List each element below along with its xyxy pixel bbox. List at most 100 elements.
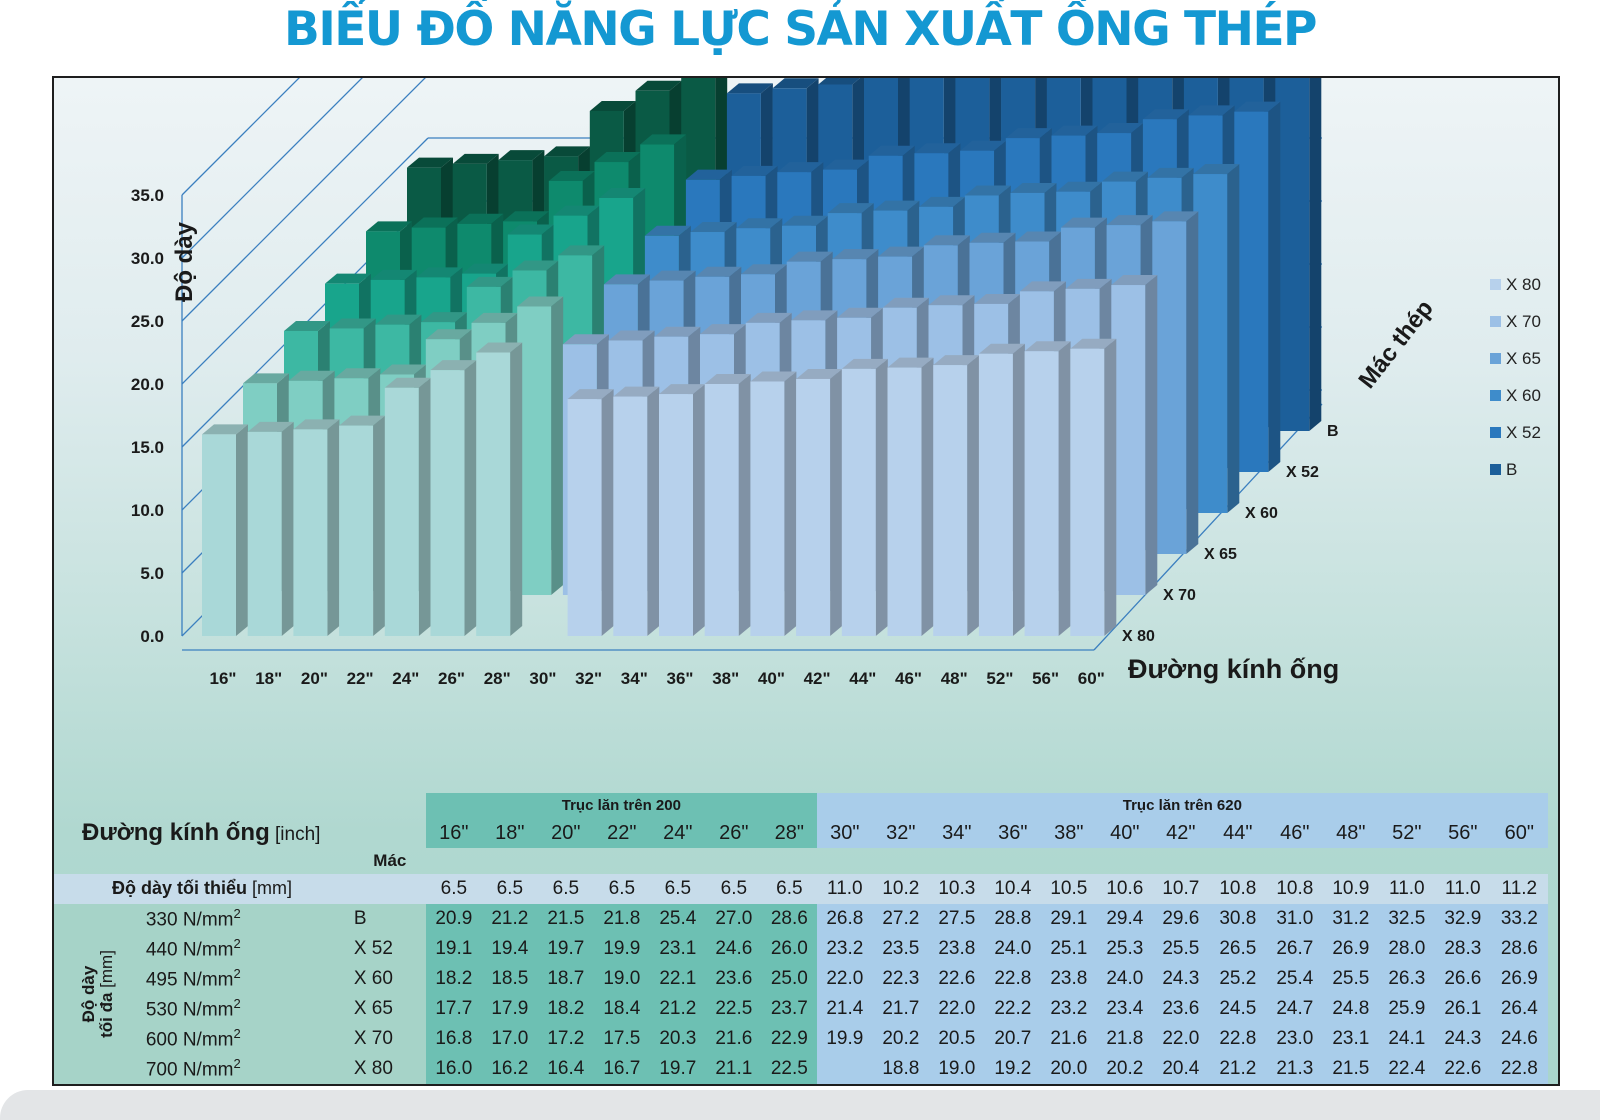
thickness-value: 24.3 — [1152, 964, 1209, 994]
bar-top — [1147, 167, 1194, 178]
x-tick-label: 24" — [392, 669, 419, 688]
bar-top — [1070, 338, 1117, 349]
min-value: 10.2 — [872, 874, 929, 904]
thickness-value: 26.1 — [1434, 994, 1491, 1024]
thickness-value: 27.0 — [705, 904, 762, 934]
thickness-value: 21.1 — [705, 1054, 762, 1084]
bar-top — [928, 295, 975, 306]
thickness-value: 25.2 — [1208, 964, 1267, 994]
thickness-value: 18.2 — [537, 994, 594, 1024]
strength-label: 530 N/mm2 — [141, 994, 354, 1024]
thickness-value: 17.9 — [481, 994, 538, 1024]
bar-top — [878, 246, 925, 257]
bar-top — [202, 424, 248, 435]
thickness-value: 30.8 — [1208, 904, 1267, 934]
thickness-value: 26.9 — [1322, 934, 1379, 964]
legend-swatch — [1490, 279, 1501, 290]
thickness-value: 20.0 — [1040, 1054, 1097, 1084]
x-tick-label: 36" — [667, 669, 694, 688]
bar-side — [510, 342, 523, 636]
bar — [517, 306, 552, 595]
diameter-header: 18" — [481, 818, 538, 848]
thickness-value: 16.2 — [481, 1054, 538, 1084]
min-value: 6.5 — [593, 874, 650, 904]
bar-top — [923, 235, 970, 246]
depth-tick-label: X 65 — [1204, 546, 1237, 563]
bar — [339, 425, 374, 636]
thickness-value: 22.6 — [928, 964, 985, 994]
table-min-row: Độ dày tối thiểu [mm] 6.5 6.5 6.5 6.5 6.5 6.5 6… — [54, 874, 1548, 904]
thickness-value: 16.4 — [537, 1054, 594, 1084]
bar-side — [738, 374, 751, 636]
thickness-value: 22.1 — [649, 964, 706, 994]
thickness-value: 18.4 — [593, 994, 650, 1024]
min-value: 11.0 — [1434, 874, 1491, 904]
strength-superscript: 2 — [233, 936, 241, 952]
thickness-value: 17.2 — [537, 1024, 594, 1054]
thickness-value: 21.5 — [1322, 1054, 1379, 1084]
thickness-value: 23.0 — [1266, 1024, 1323, 1054]
bar-top — [425, 329, 472, 340]
x-tick-label: 56" — [1032, 669, 1059, 688]
y-tick-label: 10.0 — [131, 501, 164, 520]
min-value: 10.4 — [984, 874, 1041, 904]
diameter-header: 20" — [537, 818, 594, 848]
thickness-value: 21.4 — [816, 994, 873, 1024]
legend-item: X 80 — [1490, 266, 1541, 303]
grade-label: B — [353, 904, 426, 934]
thickness-value: 20.7 — [984, 1024, 1041, 1054]
bar-top — [914, 143, 961, 154]
thickness-value: 21.2 — [1208, 1054, 1267, 1084]
chart-panel: 0.0 5.0 10.0 15.0 20.0 25.0 30.0 35.0 16" 18" 20" 2… — [52, 76, 1560, 1086]
x-tick-label: 30" — [529, 669, 556, 688]
thickness-value: 23.4 — [1096, 994, 1153, 1024]
bar-top — [726, 83, 773, 94]
strength-superscript: 2 — [233, 966, 241, 982]
grade-label: X 70 — [353, 1024, 426, 1054]
diameter-header: 30" — [816, 818, 873, 848]
bar-top — [599, 188, 646, 198]
x-tick-label: 42" — [804, 669, 831, 688]
diameter-header: 28" — [761, 818, 817, 848]
bar-side — [418, 377, 431, 636]
strength-text: 495 N/mm — [145, 969, 234, 991]
min-label-text: Độ dày tối thiểu — [112, 878, 247, 898]
bar-side — [281, 421, 294, 636]
bar-top — [462, 263, 509, 274]
bar-top — [613, 386, 660, 397]
bar-top — [1065, 278, 1112, 289]
thickness-value: 26.9 — [1490, 964, 1548, 994]
bar — [1193, 174, 1228, 513]
legend-label: X 80 — [1506, 274, 1541, 294]
bar — [1275, 78, 1310, 432]
diameter-unit: [inch] — [269, 824, 321, 845]
bar-chart-3d: 0.0 5.0 10.0 15.0 20.0 25.0 30.0 35.0 16" 18" 20" 2… — [131, 78, 1439, 688]
thickness-value: 32.5 — [1378, 904, 1435, 934]
thickness-value: 33.2 — [1490, 904, 1548, 934]
thickness-value: 24.1 — [1378, 1024, 1435, 1054]
thickness-value: 27.5 — [928, 904, 985, 934]
y-tick-label: 35.0 — [131, 186, 164, 205]
bar-side — [967, 355, 980, 636]
bar-top — [1234, 101, 1281, 112]
bar-top — [1060, 217, 1107, 228]
table-row: 495 N/mm2 X 60 18.2 18.5 18.7 19.0 22.1 23.6 25.… — [54, 964, 1548, 994]
bar-top — [736, 218, 783, 229]
thickness-value: 23.2 — [816, 934, 873, 964]
min-value: 11.2 — [1490, 874, 1548, 904]
thickness-value: 19.1 — [425, 934, 482, 964]
x-tick-label: 20" — [301, 669, 328, 688]
min-value: 6.5 — [425, 874, 482, 904]
thickness-value: 22.8 — [1490, 1054, 1548, 1084]
bar-top — [288, 370, 335, 381]
bar — [933, 365, 968, 636]
bar-top — [644, 225, 691, 236]
legend-item: X 70 — [1490, 303, 1541, 340]
bar-side — [373, 415, 386, 636]
thickness-value: 26.0 — [761, 934, 817, 964]
bar-top — [685, 169, 732, 180]
legend-swatch — [1490, 353, 1501, 364]
bar-top — [452, 153, 499, 164]
bar-top — [589, 100, 636, 111]
thickness-value: 26.6 — [1434, 964, 1491, 994]
